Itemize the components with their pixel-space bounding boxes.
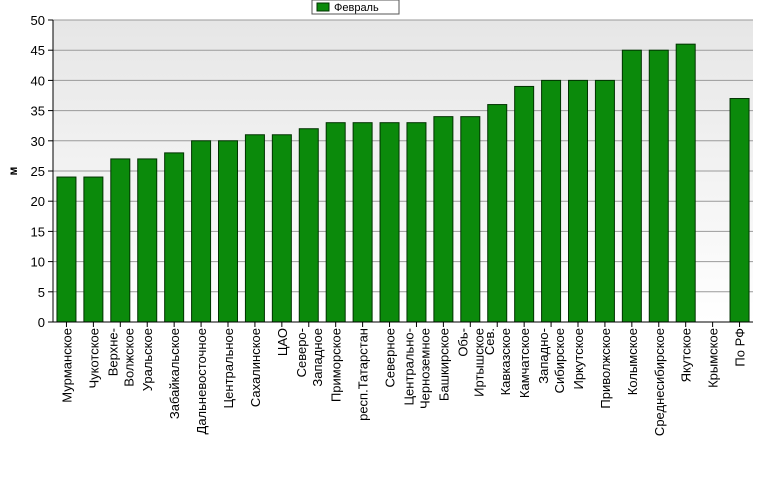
x-tick-label: Дальневосточное [194,328,209,434]
x-tick-label: Черноземное [417,328,432,409]
x-tick-label: Западно- [536,328,551,384]
x-tick-label: Уральское [140,328,155,391]
bar [433,116,454,323]
x-tick-label: Чукотское [86,328,101,389]
x-tick-label: Северо- [294,328,309,377]
bar [729,98,750,323]
y-axis-label: м [6,166,20,175]
bar [379,122,400,323]
bar [487,104,508,323]
x-tick-label: Иркутское [571,328,586,390]
y-tick-label: 35 [31,104,45,119]
x-tick-label: Верхне- [105,328,120,376]
bar [164,152,185,323]
x-tick-label: респ.Татарстан [356,328,371,421]
bar [352,122,373,323]
y-tick-label: 50 [31,13,45,28]
x-tick-label: Крымское [706,328,721,388]
bar [568,79,588,323]
x-tick-label: Приволжское [598,328,613,409]
y-tick-label: 25 [31,164,45,179]
y-tick-labels: 0 5 10 15 20 25 30 35 40 45 50 [31,13,53,330]
x-tick-label: Башкирское [436,328,451,401]
x-tick-label: Камчатское [517,328,532,398]
x-category-labels: Мурманское Чукотское Верхне- Волжское Уральс… [59,322,748,436]
bar [83,176,104,323]
x-tick-label: Центральное [221,328,236,408]
x-tick-label: Сибирское [552,328,567,393]
x-tick-label: Среднесибирское [652,328,667,436]
x-tick-label: Приморское [329,328,344,402]
y-tick-label: 40 [31,73,45,88]
bar [218,140,238,323]
x-tick-label: Забайкальское [167,328,182,419]
y-tick-label: 30 [31,134,45,149]
bar [271,134,292,323]
bar [244,134,265,323]
x-tick-label: Сахалинское [248,328,263,407]
bar [406,122,427,323]
bar [675,43,696,323]
x-tick-label: Мурманское [59,328,74,403]
x-tick-label: Волжское [121,328,136,387]
bar [594,79,615,323]
x-tick-label: Якутское [679,328,694,382]
bar [191,140,212,323]
x-tick-label: Кавказское [498,328,513,395]
bars [56,43,750,323]
x-tick-label: Центрально- [401,328,416,406]
bar [137,158,158,323]
y-tick-label: 5 [38,285,45,300]
bar [325,122,346,323]
bar [648,49,669,323]
y-tick-label: 15 [31,224,45,239]
y-tick-label: 45 [31,43,45,58]
x-tick-label: Колымское [625,328,640,395]
x-tick-label: Северное [383,328,398,387]
y-tick-label: 10 [31,255,45,270]
y-tick-label: 20 [31,194,45,209]
x-tick-label: Иртышское [471,328,486,397]
bar [56,176,77,323]
x-tick-label: Западное [310,328,325,387]
bar [541,79,562,323]
x-tick-label: По РФ [733,328,748,367]
legend-swatch [316,2,330,12]
x-tick-label: Обь- [455,328,470,357]
bar [298,128,319,323]
bar [460,116,481,323]
legend-box [311,0,400,15]
x-tick-label: ЦАО [275,328,290,356]
bar [110,158,131,323]
legend-label: Февраль [334,2,379,14]
legend[interactable]: Февраль [311,0,400,15]
x-tick-label: Сев. [482,328,497,355]
bar [514,85,535,323]
y-tick-label: 0 [38,315,45,330]
bar [621,49,642,323]
